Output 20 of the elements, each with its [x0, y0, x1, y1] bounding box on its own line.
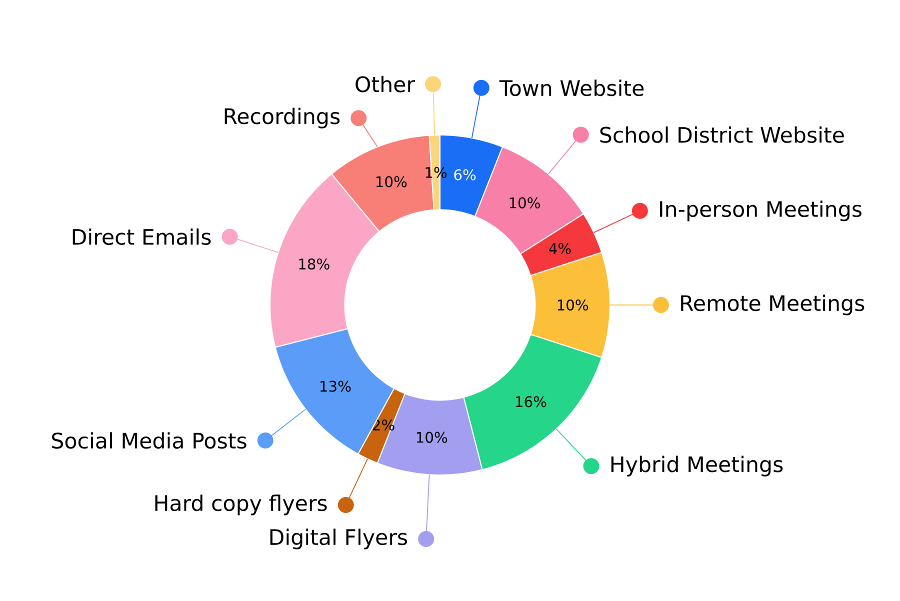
slice-label: In-person Meetings	[660, 200, 862, 222]
data-label: 10%	[558, 299, 588, 311]
slice-label: School District Website	[600, 126, 844, 143]
data-label: 13%	[320, 380, 351, 392]
legend-label: Digital Flyers	[270, 528, 408, 550]
data-label: 18%	[299, 258, 330, 270]
legend-label: Other	[356, 76, 415, 92]
legend-label: Social Media Posts	[52, 432, 246, 449]
legend-label: Recordings	[224, 108, 340, 128]
data-label: 10%	[510, 197, 540, 208]
slice-label: Remote Meetings	[681, 294, 864, 316]
legend-label: Direct Emails	[72, 228, 211, 245]
slice-label: Town Website	[499, 80, 644, 96]
legend-label: Hard copy flyers	[155, 494, 327, 516]
data-label: 10%	[416, 432, 448, 443]
data-label: 10%	[376, 176, 407, 188]
data-label: 16%	[516, 396, 546, 408]
data-label: 4%	[549, 242, 571, 254]
data-label: 6%	[454, 169, 476, 180]
slice-label: Hybrid Meetings	[611, 456, 783, 476]
